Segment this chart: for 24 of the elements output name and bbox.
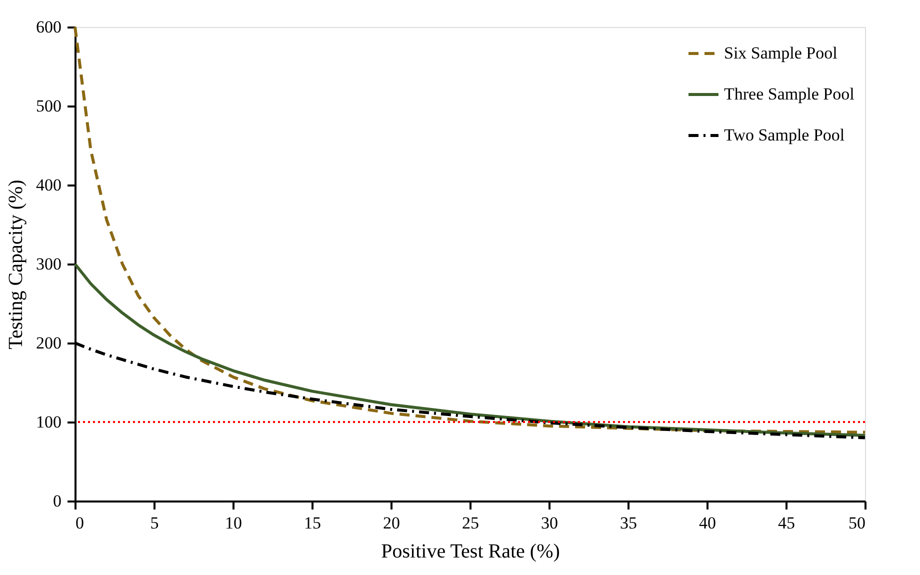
x-axis-title: Positive Test Rate (%) [381,540,560,562]
y-axis-title: Testing Capacity (%) [5,180,27,350]
x-tick-label: 5 [150,514,159,532]
x-tick-label: 35 [620,514,637,532]
x-tick-label: 20 [383,514,400,532]
y-tick-label: 200 [36,334,62,352]
x-tick-label: 10 [225,514,242,532]
y-tick-label: 400 [36,176,62,194]
x-tick-label: 25 [462,514,479,532]
x-tick-label: 15 [304,514,321,532]
y-tick-label: 600 [36,18,62,36]
x-tick-label: 45 [778,514,795,532]
x-tick-label: 50 [848,514,866,532]
legend-label: Six Sample Pool [724,44,838,62]
y-tick-label: 0 [53,492,62,510]
legend-label: Three Sample Pool [724,84,855,104]
x-tick-label: 40 [699,514,716,532]
x-tick-label: 0 [76,514,84,532]
y-tick-label: 500 [36,96,62,116]
y-tick-label: 100 [36,412,62,432]
x-tick-label: 30 [541,514,558,532]
y-tick-label: 300 [36,254,62,274]
legend-label: Two Sample Pool [724,126,845,144]
line-series [74,26,866,434]
